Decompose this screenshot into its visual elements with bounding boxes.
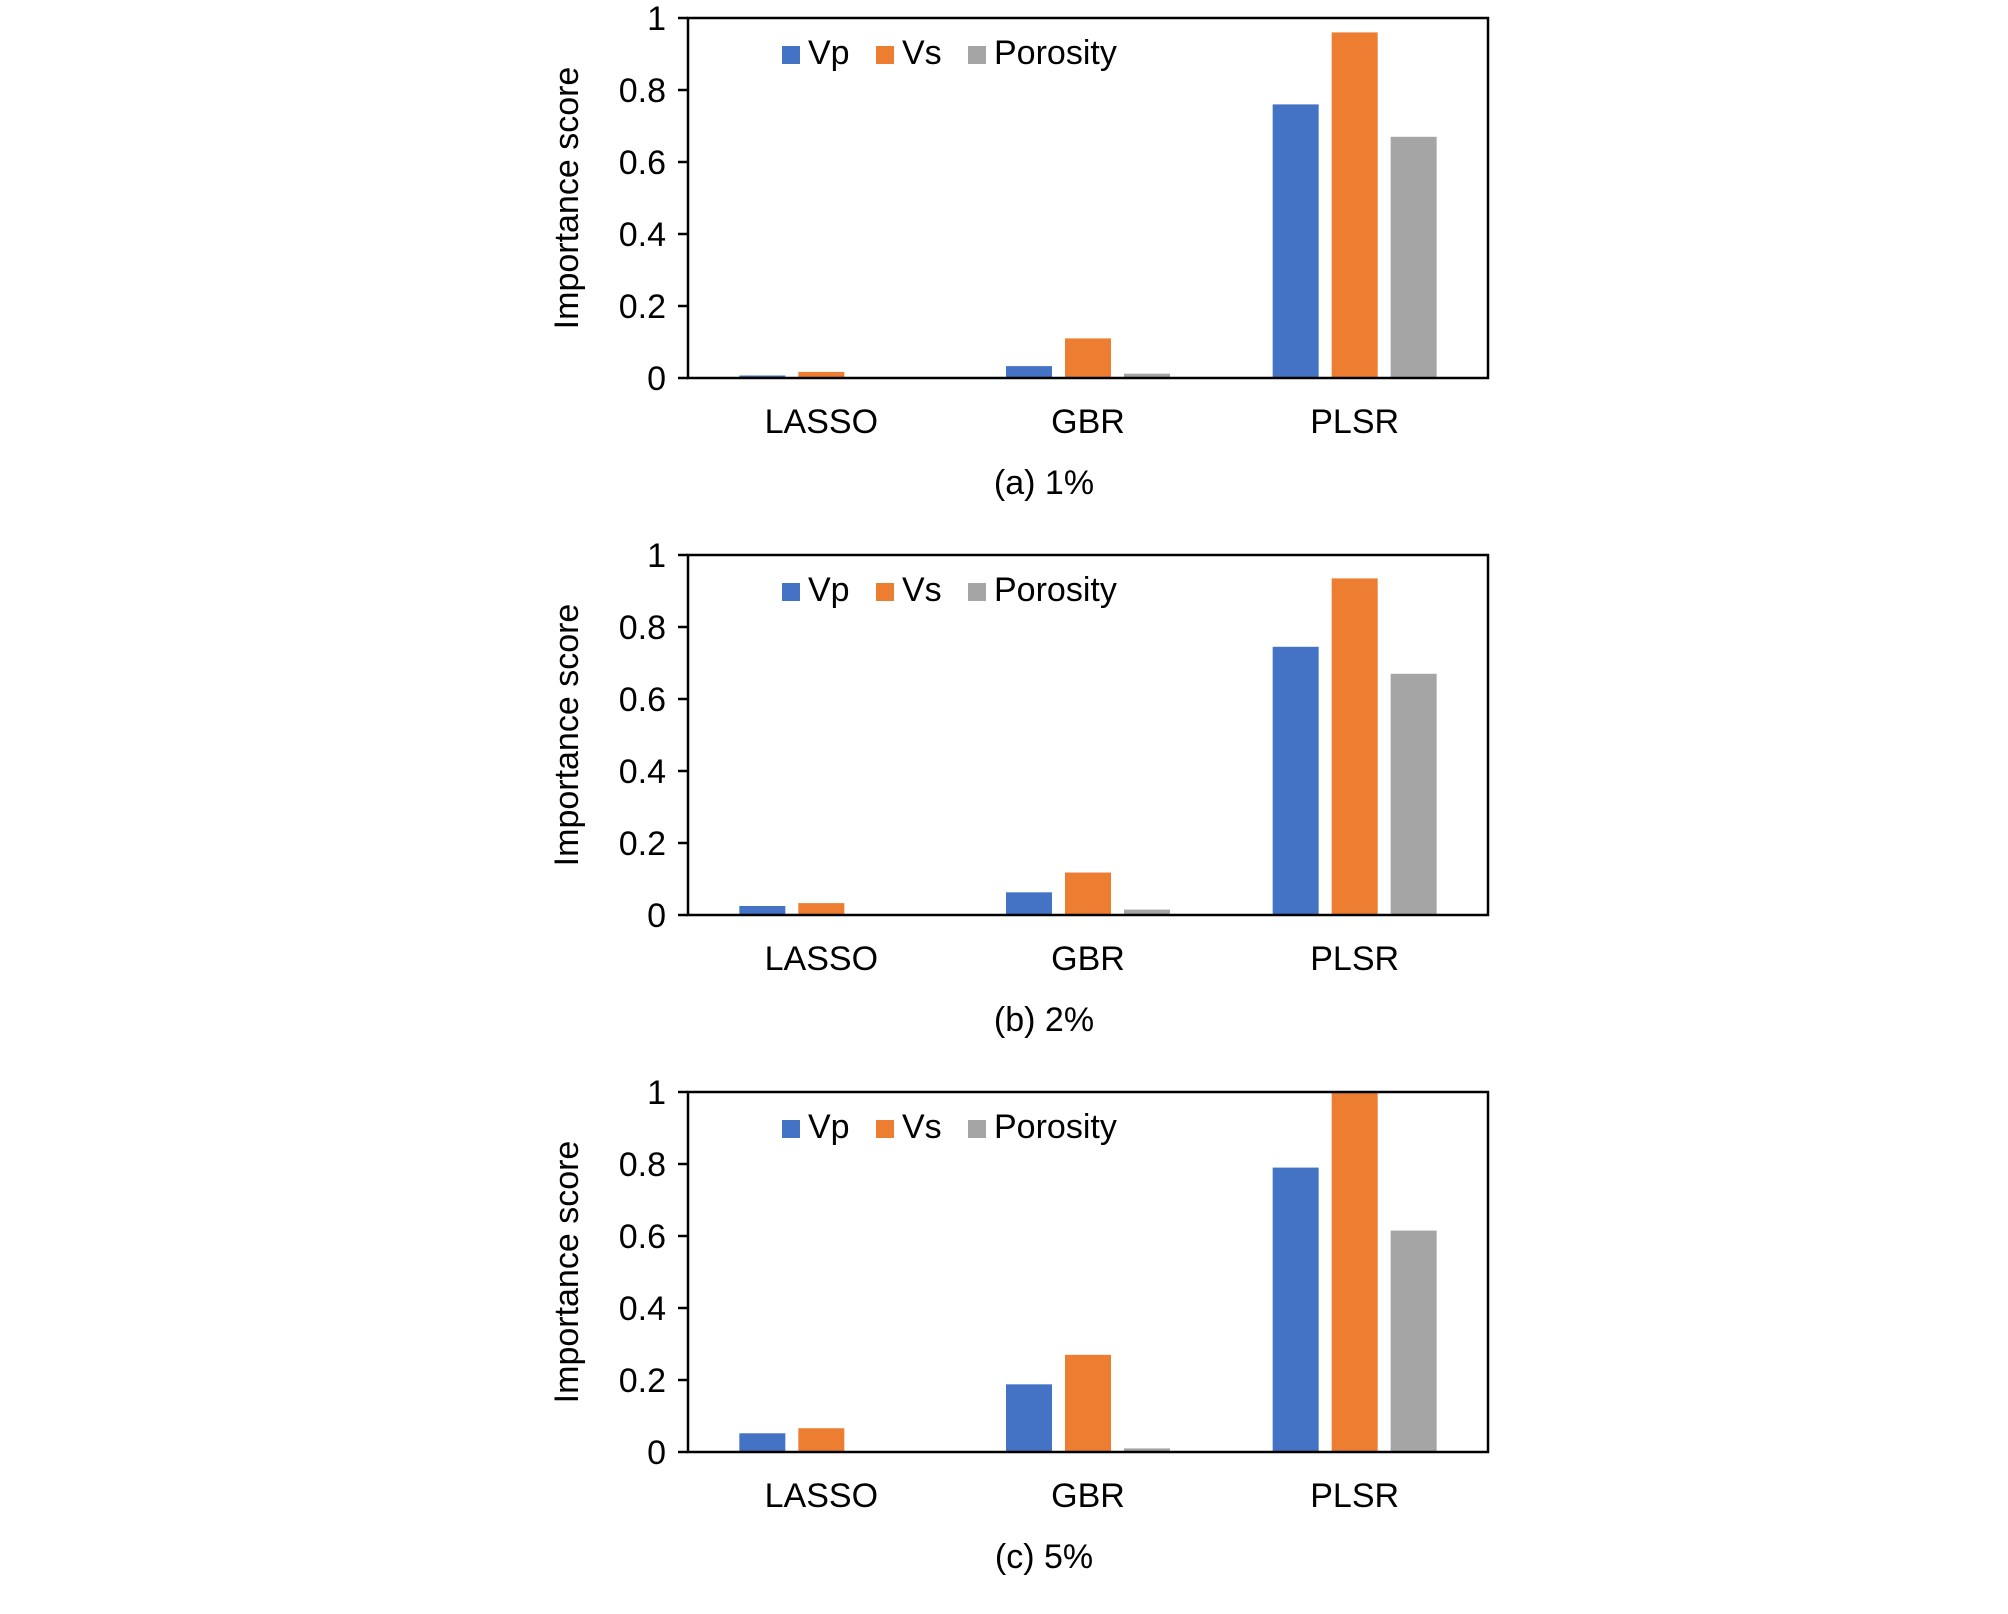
bar-vs-plsr	[1331, 1092, 1378, 1452]
bar-vs-gbr	[1065, 338, 1111, 378]
y-tick-label: 0.2	[619, 288, 666, 326]
bar-chart-svg: 0 0.2 0.4 0.6 0.8 1 Importance score LASSO GBR PL…	[548, 0, 1490, 502]
y-tick-label: 0.8	[619, 609, 666, 647]
y-tick-label: 1	[647, 537, 666, 575]
y-tick-label: 0.4	[619, 753, 666, 791]
legend-label-vs: Vs	[902, 1108, 942, 1146]
x-category-label: LASSO	[765, 1477, 878, 1515]
chart-panel-2: 0 0.2 0.4 0.6 0.8 1 Importance score LASSO GBR PL…	[0, 537, 2008, 1077]
y-tick-label: 0.8	[619, 72, 666, 110]
plot-frame	[686, 16, 1490, 380]
bar-porosity-gbr	[1124, 1448, 1170, 1452]
x-category-label: GBR	[1051, 403, 1125, 441]
legend-swatch-vs	[876, 583, 894, 601]
legend-swatch-porosity	[968, 583, 986, 601]
bar-vs-plsr	[1331, 578, 1378, 915]
bar-vp-plsr	[1272, 1167, 1319, 1452]
figure: 0 0.2 0.4 0.6 0.8 1 Importance score LASSO GBR PL…	[0, 0, 2008, 1576]
legend-swatch-vs	[876, 1120, 894, 1138]
chart-panel-3: 0 0.2 0.4 0.6 0.8 1 Importance score LASSO GBR PL…	[0, 1074, 2008, 1614]
legend-swatch-porosity	[968, 46, 986, 64]
legend-swatch-vs	[876, 46, 894, 64]
legend-swatch-vp	[782, 583, 800, 601]
y-tick-label: 0.6	[619, 1218, 666, 1256]
y-tick-label: 0.4	[619, 1290, 666, 1328]
bar-chart-svg: 0 0.2 0.4 0.6 0.8 1 Importance score LASSO GBR PL…	[548, 537, 1490, 1039]
chart-caption: (a) 1%	[994, 464, 1094, 502]
y-tick-label: 0.4	[619, 216, 666, 254]
x-category-label: LASSO	[765, 403, 878, 441]
bar-vp-gbr	[1006, 1384, 1052, 1452]
bar-vs-gbr	[1065, 872, 1111, 915]
bar-chart-svg: 0 0.2 0.4 0.6 0.8 1 Importance score LASSO GBR PL…	[548, 1074, 1490, 1576]
legend-swatch-porosity	[968, 1120, 986, 1138]
x-category-label: PLSR	[1310, 1477, 1399, 1515]
bar-vp-lasso	[739, 375, 786, 378]
y-tick-label: 0.6	[619, 144, 666, 182]
x-category-label: GBR	[1051, 1477, 1125, 1515]
bar-vp-gbr	[1006, 366, 1052, 378]
y-tick-label: 0.2	[619, 1362, 666, 1400]
bar-vs-plsr	[1331, 32, 1378, 379]
y-tick-label: 0.2	[619, 825, 666, 863]
bar-vs-lasso	[798, 903, 845, 915]
y-axis-title: Importance score	[548, 67, 586, 330]
chart-caption: (c) 5%	[995, 1538, 1093, 1576]
y-tick-label: 1	[647, 1074, 666, 1112]
legend-label-vp: Vp	[808, 1108, 850, 1146]
chart-caption: (b) 2%	[994, 1001, 1094, 1039]
x-category-label: PLSR	[1310, 403, 1399, 441]
bar-vp-plsr	[1272, 646, 1319, 915]
plot-frame	[686, 553, 1490, 917]
chart-panel-1: 0 0.2 0.4 0.6 0.8 1 Importance score LASSO GBR PL…	[0, 0, 2008, 540]
bar-vp-lasso	[739, 1433, 786, 1452]
bar-porosity-gbr	[1124, 373, 1170, 378]
legend-label-vs: Vs	[902, 571, 942, 609]
legend-swatch-vp	[782, 1120, 800, 1138]
bar-vp-gbr	[1006, 892, 1052, 915]
y-tick-label: 0	[647, 1434, 666, 1472]
x-category-label: LASSO	[765, 940, 878, 978]
bar-porosity-plsr	[1390, 136, 1437, 378]
bar-vs-lasso	[798, 371, 845, 378]
legend-label-porosity: Porosity	[994, 1108, 1117, 1146]
y-tick-label: 0	[647, 897, 666, 935]
bar-porosity-gbr	[1124, 909, 1170, 915]
bar-vp-lasso	[739, 906, 786, 915]
legend-label-porosity: Porosity	[994, 34, 1117, 72]
y-tick-label: 0.8	[619, 1146, 666, 1184]
bar-porosity-plsr	[1390, 1230, 1437, 1452]
y-axis-title: Importance score	[548, 1141, 586, 1404]
bar-vs-gbr	[1065, 1354, 1111, 1452]
y-tick-label: 1	[647, 0, 666, 38]
bar-porosity-plsr	[1390, 673, 1437, 915]
x-category-label: GBR	[1051, 940, 1125, 978]
legend-swatch-vp	[782, 46, 800, 64]
legend-label-vp: Vp	[808, 34, 850, 72]
bar-vs-lasso	[798, 1428, 845, 1452]
plot-frame	[686, 1090, 1490, 1454]
y-tick-label: 0	[647, 360, 666, 398]
legend-label-vs: Vs	[902, 34, 942, 72]
legend-label-vp: Vp	[808, 571, 850, 609]
legend-label-porosity: Porosity	[994, 571, 1117, 609]
y-axis-title: Importance score	[548, 604, 586, 867]
x-category-label: PLSR	[1310, 940, 1399, 978]
bar-vp-plsr	[1272, 104, 1319, 379]
y-tick-label: 0.6	[619, 681, 666, 719]
